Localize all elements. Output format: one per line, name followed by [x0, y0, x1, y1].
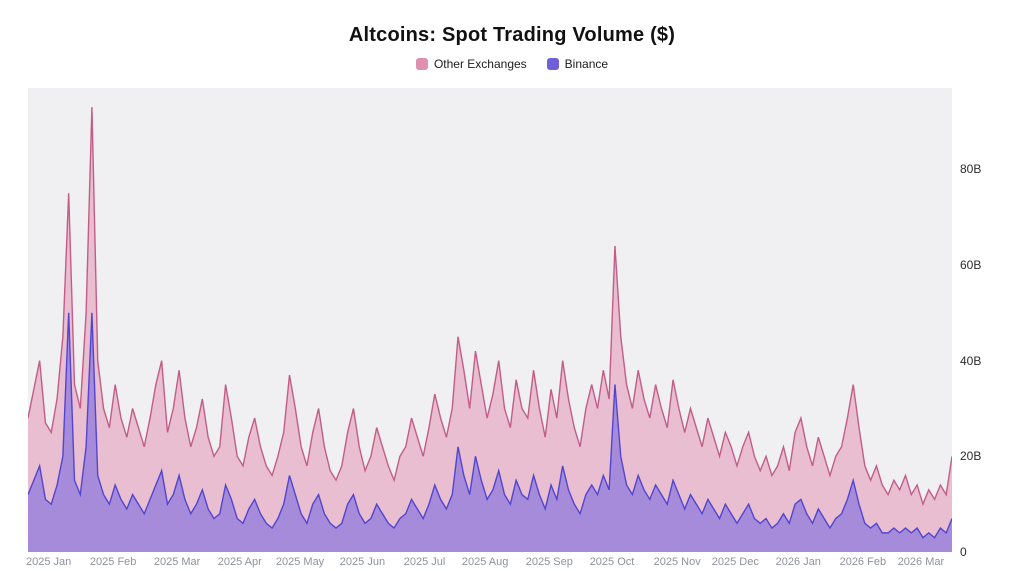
x-axis: 2025 Jan 2025 Feb 2025 Mar 2025 Apr 2025 May…: [26, 556, 952, 571]
chart-svg: [28, 107, 952, 552]
chart-plot-area[interactable]: [28, 88, 952, 552]
x-tick-label-2025-dec: 2025 Dec: [711, 556, 759, 568]
y-tick-label-20B: 20B: [960, 449, 982, 464]
x-tick-label-2025-nov: 2025 Nov: [653, 556, 701, 568]
series-area-other-exchanges: [28, 107, 952, 552]
x-tick-label-2026-mar: 2026 Mar: [897, 556, 945, 568]
series-line-binance: [28, 312, 952, 539]
x-tick-label-2025-jul: 2025 Jul: [403, 556, 446, 568]
series-line-other-exchanges: [28, 107, 952, 507]
x-tick-label-2025-apr: 2025 Apr: [217, 556, 262, 568]
y-tick-label-0: 0: [960, 545, 967, 559]
y-axis: 0 20B 40B 60B 80B: [960, 88, 1020, 559]
x-tick-label-2025-may: 2025 May: [275, 556, 325, 568]
legend-item-binance[interactable]: Binance: [546, 57, 609, 71]
binance-swatch-icon: [546, 58, 559, 70]
y-tick-label-60B: 60B: [960, 257, 982, 272]
x-tick-label-2025-jan: 2025 Jan: [26, 556, 72, 568]
y-tick-label-40B: 40B: [960, 353, 982, 368]
chart-title: Altcoins: Spot Trading Volume ($): [348, 24, 676, 46]
other-exchanges-swatch-icon: [415, 58, 428, 70]
legend-item-other-exchanges[interactable]: Other Exchanges: [415, 57, 527, 71]
x-tick-label-2025-feb: 2025 Feb: [89, 556, 137, 568]
x-tick-label-2025-aug: 2025 Aug: [461, 556, 509, 568]
x-tick-label-2025-jun: 2025 Jun: [339, 556, 386, 568]
x-tick-label-2025-mar: 2025 Mar: [153, 556, 201, 568]
chart-legend: Other Exchanges Binance: [0, 57, 1024, 71]
x-tick-label-2025-sep: 2025 Sep: [525, 556, 573, 568]
y-tick-label-80B: 80B: [960, 162, 982, 177]
series-area-binance: [28, 312, 952, 552]
x-tick-label-2025-oct: 2025 Oct: [589, 556, 635, 568]
legend-label-binance: Binance: [564, 57, 609, 71]
legend-label-other-exchanges: Other Exchanges: [433, 57, 527, 71]
x-tick-label-2026-jan: 2026 Jan: [775, 556, 821, 568]
x-tick-label-2026-feb: 2026 Feb: [839, 556, 887, 568]
